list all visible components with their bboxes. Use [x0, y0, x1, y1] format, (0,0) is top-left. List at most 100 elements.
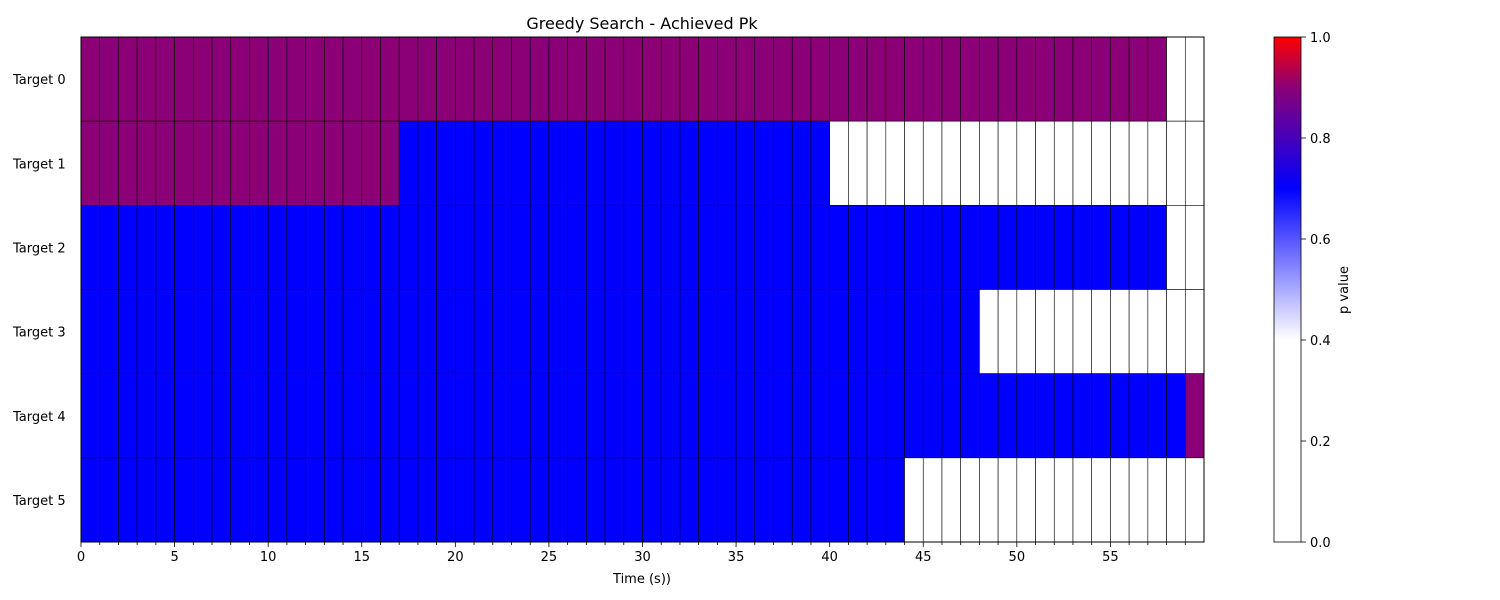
heatmap-cell: [717, 205, 737, 290]
heatmap-cell: [904, 289, 924, 374]
heatmap-cell: [997, 205, 1018, 290]
heatmap-cell: [99, 205, 119, 290]
heatmap-cell: [604, 120, 625, 206]
heatmap-cell: [267, 289, 288, 374]
heatmap-cell: [211, 120, 232, 206]
heatmap-cell: [1128, 36, 1149, 122]
heatmap-cell: [174, 205, 194, 290]
heatmap-cell: [960, 457, 980, 543]
heatmap-cell: [735, 205, 756, 290]
heatmap-cell: [754, 289, 774, 374]
heatmap-cell: [193, 205, 213, 290]
heatmap-cell: [529, 205, 550, 290]
heatmap-cell: [286, 373, 306, 459]
heatmap-cell: [473, 120, 494, 206]
heatmap-cell: [267, 373, 288, 459]
heatmap-cell: [249, 120, 269, 206]
heatmap-cell: [810, 289, 830, 374]
heatmap-cell: [586, 373, 606, 459]
heatmap-cell: [679, 373, 699, 459]
heatmap-cell: [941, 289, 961, 374]
heatmap-cell: [848, 205, 868, 290]
heatmap-cell: [342, 36, 363, 122]
heatmap-cell: [754, 120, 774, 206]
heatmap-cell: [791, 205, 812, 290]
heatmap-cell: [604, 373, 625, 459]
heatmap-cell: [960, 120, 980, 206]
heatmap-cell: [136, 373, 157, 459]
colorbar-tick-label: 0.8: [1310, 132, 1331, 147]
heatmap-cell: [492, 457, 512, 543]
heatmap-cell: [324, 205, 344, 290]
heatmap-cell: [586, 36, 606, 122]
heatmap-cell: [717, 289, 737, 374]
heatmap-cell: [1110, 457, 1130, 543]
heatmap-cell: [249, 457, 269, 543]
heatmap-cell: [548, 205, 568, 290]
heatmap-cell: [604, 289, 625, 374]
heatmap-cell: [1053, 205, 1074, 290]
heatmap-cell: [1035, 205, 1055, 290]
heatmap-cell: [118, 289, 138, 374]
heatmap-cell: [1053, 36, 1074, 122]
heatmap-cell: [1016, 36, 1036, 122]
heatmap-cell: [960, 373, 980, 459]
heatmap-cell: [1166, 205, 1186, 290]
heatmap-cell: [1184, 205, 1205, 290]
heatmap-cell: [511, 205, 531, 290]
heatmap-cell: [997, 457, 1018, 543]
heatmap-cell: [455, 36, 475, 122]
heatmap-cell: [286, 36, 306, 122]
x-tick-label: 15: [353, 550, 370, 565]
heatmap-cell: [1147, 373, 1167, 459]
heatmap-cell: [155, 373, 175, 459]
heatmap-cell: [342, 373, 363, 459]
heatmap-cell: [791, 457, 812, 543]
heatmap-cell: [922, 373, 943, 459]
x-tick-label: 35: [728, 550, 745, 565]
heatmap-cell: [885, 205, 905, 290]
heatmap-cell: [885, 289, 905, 374]
heatmap-cell: [567, 289, 587, 374]
heatmap-cell: [829, 205, 849, 290]
heatmap-cell: [979, 457, 999, 543]
heatmap-cell: [717, 36, 737, 122]
heatmap-cell: [267, 205, 288, 290]
heatmap-cell: [398, 373, 419, 459]
heatmap-cell: [230, 373, 250, 459]
heatmap-cell: [773, 36, 793, 122]
heatmap-cell: [211, 457, 232, 543]
heatmap-cell: [305, 120, 325, 206]
heatmap-cell: [155, 457, 175, 543]
heatmap-cell: [155, 36, 175, 122]
heatmap-cell: [267, 120, 288, 206]
heatmap-cell: [1053, 120, 1074, 206]
heatmap-cell: [455, 373, 475, 459]
row-label: Target 1: [12, 157, 66, 172]
heatmap-cell: [698, 373, 718, 459]
colorbar-ticks: 0.0 0.2 0.4 0.6 0.8 1.0: [1301, 31, 1331, 551]
heatmap-cell: [866, 120, 887, 206]
heatmap-cell: [1128, 457, 1149, 543]
heatmap-cell: [1091, 36, 1111, 122]
heatmap-cell: [623, 289, 643, 374]
heatmap-cell: [866, 205, 887, 290]
heatmap-cell: [735, 289, 756, 374]
heatmap-cell: [249, 373, 269, 459]
heatmap-cell: [230, 457, 250, 543]
heatmap-cell: [324, 373, 344, 459]
heatmap-cell: [211, 36, 232, 122]
heatmap-cell: [586, 289, 606, 374]
heatmap-cell: [623, 457, 643, 543]
heatmap-cell: [492, 120, 512, 206]
heatmap-cell: [193, 120, 213, 206]
x-axis-label: Time (s)): [612, 572, 671, 587]
heatmap-cell: [361, 205, 381, 290]
heatmap-cell: [997, 289, 1018, 374]
heatmap-cell: [118, 457, 138, 543]
heatmap-cell: [118, 373, 138, 459]
x-axis: 0 5 10 15 20 25 30 35 40 45 50 55: [77, 542, 1186, 565]
heatmap-cell: [960, 289, 980, 374]
heatmap-cell: [267, 36, 288, 122]
heatmap-cell: [1110, 205, 1130, 290]
